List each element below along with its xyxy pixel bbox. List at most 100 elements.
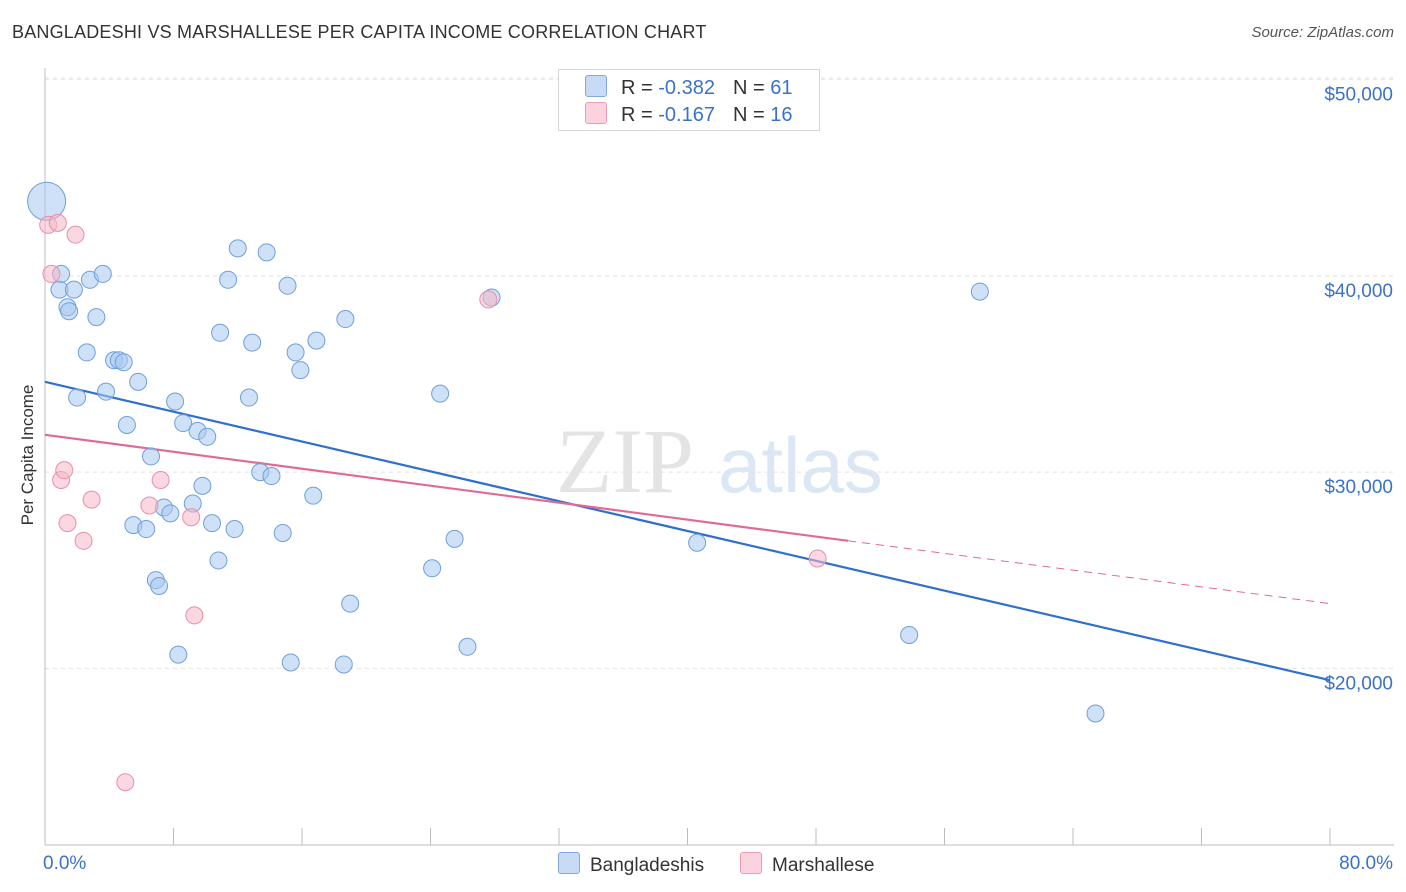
legend-r-label: R = bbox=[621, 77, 659, 99]
point-marshallese bbox=[58, 514, 77, 533]
point-bangladeshis bbox=[169, 645, 188, 664]
legend-r-value: -0.167 bbox=[658, 104, 715, 126]
point-marshallese bbox=[74, 531, 93, 550]
point-bangladeshis bbox=[243, 333, 262, 352]
data-points bbox=[27, 181, 1105, 792]
point-bangladeshis bbox=[114, 353, 133, 372]
point-bangladeshis bbox=[307, 331, 326, 350]
point-bangladeshis bbox=[291, 361, 310, 380]
point-bangladeshis bbox=[225, 520, 244, 539]
point-bangladeshis bbox=[174, 414, 193, 433]
x-tick-label: 80.0% bbox=[1339, 853, 1393, 874]
point-bangladeshis bbox=[198, 427, 217, 446]
y-tick-label: $50,000 bbox=[1324, 85, 1393, 106]
grid bbox=[45, 77, 1394, 669]
point-bangladeshis bbox=[257, 243, 276, 262]
point-marshallese bbox=[55, 461, 74, 480]
legend-swatch-marshallese bbox=[585, 102, 607, 124]
point-marshallese bbox=[116, 773, 135, 792]
y-tick-label: $40,000 bbox=[1324, 281, 1393, 302]
x-tick-label: 0.0% bbox=[43, 853, 86, 874]
y-tick-label: $20,000 bbox=[1324, 673, 1393, 694]
trend-line-marshallese-extension bbox=[848, 540, 1331, 605]
point-bangladeshis bbox=[304, 486, 323, 505]
point-bangladeshis bbox=[423, 559, 442, 578]
legend-n-label: N = bbox=[732, 77, 771, 99]
point-bangladeshis bbox=[161, 504, 180, 523]
bottom-legend-swatch-marshallese bbox=[740, 852, 762, 874]
point-bangladeshis bbox=[458, 637, 477, 656]
watermark-atlas: atlas bbox=[718, 421, 883, 509]
legend-n-value: 61 bbox=[770, 77, 793, 99]
bottom-legend-marshallese: Marshallese bbox=[740, 852, 874, 876]
point-bangladeshis bbox=[341, 594, 360, 613]
point-bangladeshis bbox=[193, 476, 212, 495]
point-marshallese bbox=[48, 213, 67, 232]
bottom-legend-label: Marshallese bbox=[772, 855, 875, 876]
legend-row-marshallese: R = -0.167 N = 16 bbox=[585, 102, 792, 126]
point-bangladeshis bbox=[688, 533, 707, 552]
point-bangladeshis bbox=[273, 523, 292, 542]
point-bangladeshis bbox=[445, 529, 464, 548]
point-bangladeshis bbox=[209, 551, 228, 570]
bottom-legend-bangladeshis: Bangladeshis bbox=[558, 852, 704, 876]
legend-swatch-bangladeshis bbox=[585, 75, 607, 97]
point-bangladeshis bbox=[77, 343, 96, 362]
legend-n-label: N = bbox=[732, 104, 771, 126]
point-bangladeshis bbox=[97, 382, 116, 401]
point-bangladeshis bbox=[1086, 704, 1105, 723]
point-marshallese bbox=[82, 490, 101, 509]
point-bangladeshis bbox=[262, 467, 281, 486]
point-bangladeshis bbox=[129, 372, 148, 391]
point-bangladeshis bbox=[137, 520, 156, 539]
point-marshallese bbox=[182, 508, 201, 527]
point-bangladeshis bbox=[286, 343, 305, 362]
point-marshallese bbox=[42, 264, 61, 283]
point-bangladeshis bbox=[60, 302, 79, 321]
point-bangladeshis bbox=[93, 264, 112, 283]
point-bangladeshis bbox=[117, 416, 136, 435]
legend-n-value: 16 bbox=[770, 104, 793, 126]
point-bangladeshis bbox=[970, 282, 989, 301]
point-marshallese bbox=[808, 549, 827, 568]
point-marshallese bbox=[479, 290, 498, 309]
point-marshallese bbox=[151, 470, 170, 489]
point-marshallese bbox=[66, 225, 85, 244]
stats-legend: R = -0.382 N = 61 R = -0.167 N = 16 bbox=[558, 69, 820, 131]
bottom-legend-swatch-bangladeshis bbox=[558, 852, 580, 874]
point-bangladeshis bbox=[68, 388, 87, 407]
point-bangladeshis bbox=[228, 239, 247, 258]
chart-title: BANGLADESHI VS MARSHALLESE PER CAPITA IN… bbox=[12, 22, 707, 42]
point-bangladeshis bbox=[211, 323, 230, 342]
point-bangladeshis bbox=[239, 388, 258, 407]
point-bangladeshis bbox=[219, 270, 238, 289]
watermark: ZIP atlas bbox=[556, 410, 883, 512]
legend-r-label: R = bbox=[621, 104, 659, 126]
y-tick-label: $30,000 bbox=[1324, 477, 1393, 498]
bottom-legend-label: Bangladeshis bbox=[590, 855, 705, 876]
watermark-zip: ZIP bbox=[556, 410, 694, 512]
point-marshallese bbox=[140, 496, 159, 515]
trend-line-bangladeshis bbox=[44, 380, 1331, 682]
point-bangladeshis bbox=[334, 655, 353, 674]
trend-lines bbox=[44, 380, 1331, 682]
legend-row-bangladeshis: R = -0.382 N = 61 bbox=[585, 75, 792, 99]
source-label: Source: ZipAtlas.com bbox=[1251, 24, 1394, 41]
point-bangladeshis bbox=[166, 392, 185, 411]
tick-labels: $20,000 $30,000 $40,000 $50,000 0.0% 80.0% bbox=[43, 85, 1393, 874]
point-bangladeshis bbox=[64, 280, 83, 299]
trend-line-marshallese bbox=[44, 433, 849, 542]
point-bangladeshis bbox=[150, 576, 169, 595]
point-bangladeshis bbox=[336, 310, 355, 329]
point-bangladeshis bbox=[203, 514, 222, 533]
point-bangladeshis bbox=[142, 447, 161, 466]
point-bangladeshis bbox=[281, 653, 300, 672]
point-bangladeshis bbox=[87, 308, 106, 327]
y-axis-label: Per Capita Income bbox=[18, 384, 37, 526]
point-marshallese bbox=[185, 606, 204, 625]
point-bangladeshis bbox=[278, 276, 297, 295]
point-bangladeshis bbox=[900, 626, 919, 645]
legend-r-value: -0.382 bbox=[658, 77, 715, 99]
point-bangladeshis bbox=[431, 384, 450, 403]
